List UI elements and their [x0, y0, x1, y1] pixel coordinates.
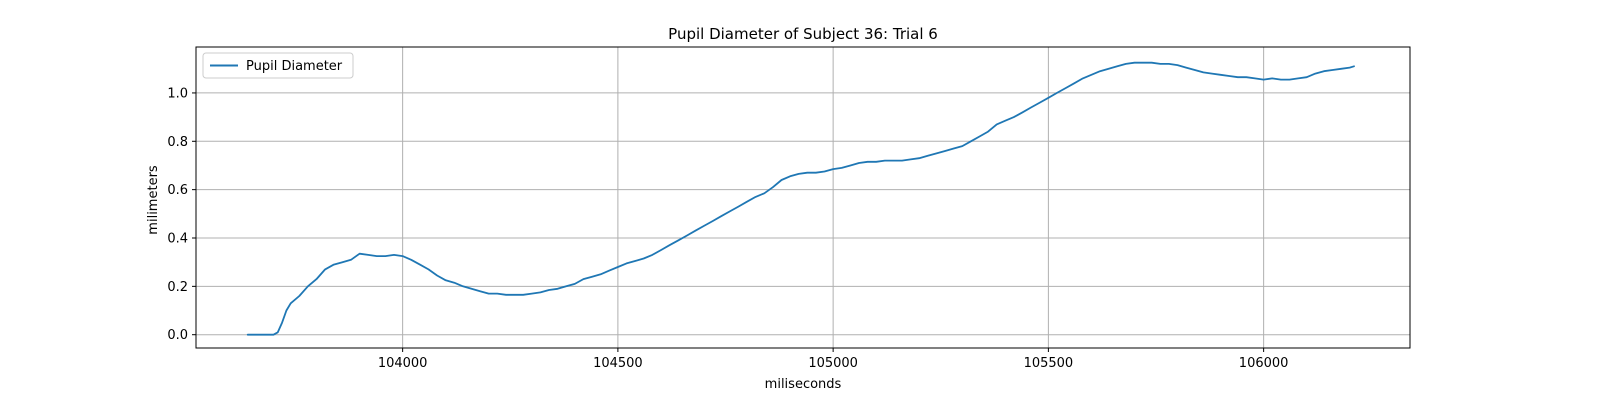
x-tick-label: 105000	[808, 356, 858, 371]
legend-label: Pupil Diameter	[246, 59, 343, 74]
legend: Pupil Diameter	[202, 52, 354, 79]
y-tick-label: 0.4	[167, 231, 188, 246]
x-tick-label: 104500	[593, 356, 643, 371]
legend-box	[202, 52, 354, 79]
y-tick-label: 0.6	[167, 183, 188, 198]
plot-frame	[195, 46, 1411, 349]
y-tick-label: 1.0	[167, 86, 188, 101]
grid	[196, 47, 1410, 348]
y-axis-ticks: 0.0 0.2 0.4 0.6 0.8 1.0	[167, 86, 196, 343]
x-tick-label: 105500	[1024, 356, 1074, 371]
x-tick-label: 106000	[1239, 356, 1289, 371]
y-tick-label: 0.0	[167, 328, 188, 343]
series-layer	[246, 61, 1355, 336]
chart-title: Pupil Diameter of Subject 36: Trial 6	[668, 25, 938, 43]
pupil-diameter-line	[246, 61, 1355, 336]
y-tick-label: 0.8	[167, 135, 188, 150]
y-tick-label: 0.2	[167, 280, 188, 295]
x-axis-ticks: 104000 104500 105000 105500 106000	[378, 348, 1289, 371]
x-tick-label: 104000	[378, 356, 428, 371]
x-axis-label: miliseconds	[765, 377, 842, 392]
y-axis-label: milimeters	[146, 165, 161, 235]
